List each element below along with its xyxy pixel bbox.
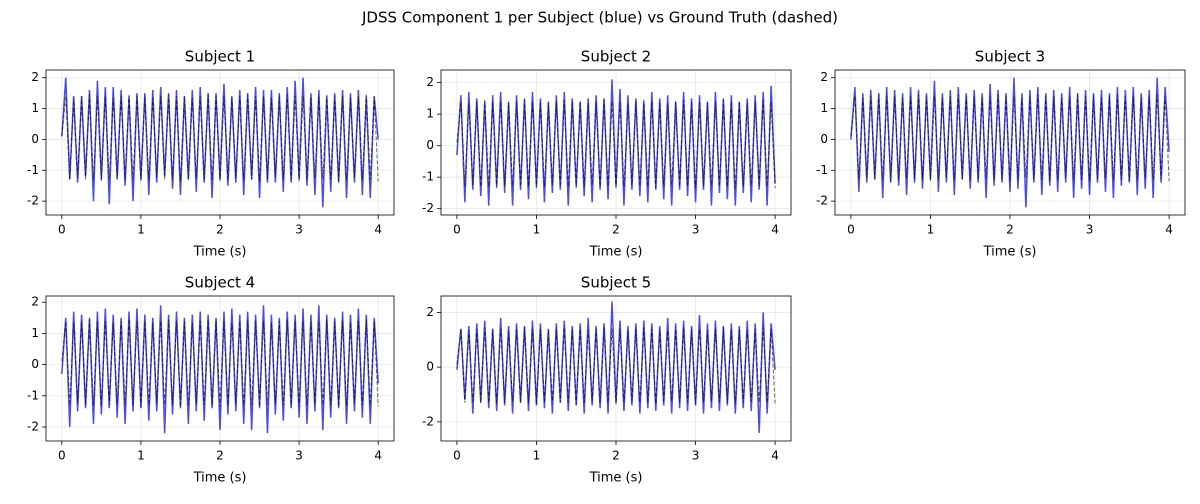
x-axis-label: Time (s) — [983, 245, 1037, 260]
figure-title: JDSS Component 1 per Subject (blue) vs G… — [361, 9, 838, 27]
x-tick-label: 2 — [216, 449, 224, 463]
subplot: 0 1 2 3 4 -2 -1 0 1 2 Subject 2 Time (s) — [422, 48, 792, 260]
y-tick-label: 0 — [426, 138, 434, 152]
y-tick-label: 2 — [426, 75, 434, 89]
axes-frame — [440, 69, 792, 216]
x-axis-label: Time (s) — [193, 245, 247, 260]
x-tick-label: 1 — [927, 223, 935, 237]
x-tick-label: 1 — [533, 449, 541, 463]
data-line — [850, 94, 1170, 182]
x-tick-label: 2 — [612, 223, 620, 237]
y-tick-label: 1 — [426, 107, 434, 121]
x-tick-label: 1 — [137, 449, 145, 463]
x-axis-label: Time (s) — [193, 471, 247, 486]
axes-frame — [45, 69, 395, 216]
axes-frame — [45, 295, 395, 442]
x-tick-label: 0 — [58, 449, 66, 463]
x-axis-label: Time (s) — [589, 471, 643, 486]
y-tick-label: 0 — [31, 132, 39, 146]
subplot-title: Subject 3 — [975, 48, 1045, 66]
y-tick-label: 0 — [31, 357, 39, 371]
y-tick-label: -1 — [27, 388, 39, 402]
x-tick-label: 0 — [58, 223, 66, 237]
y-tick-label: 2 — [31, 295, 39, 309]
subplot: 0 1 2 3 4 -2 -1 0 1 2 Subject 4 Time (s) — [27, 274, 395, 486]
y-tick-label: -1 — [422, 170, 434, 184]
x-tick-label: 0 — [453, 449, 461, 463]
y-tick-label: -1 — [27, 163, 39, 177]
subplot-title: Subject 5 — [581, 274, 651, 292]
y-tick-label: 0 — [820, 132, 828, 146]
x-tick-label: 0 — [453, 223, 461, 237]
y-tick-label: -2 — [422, 414, 434, 428]
x-tick-label: 4 — [771, 449, 779, 463]
y-tick-label: -2 — [816, 194, 828, 208]
subplot: 0 1 2 3 4 -2 -1 0 1 2 Subject 1 Time (s) — [27, 48, 395, 260]
x-tick-label: 3 — [692, 223, 700, 237]
axes-frame — [834, 69, 1186, 216]
x-tick-label: 2 — [216, 223, 224, 237]
x-tick-label: 3 — [692, 449, 700, 463]
data-line — [61, 94, 379, 182]
y-tick-label: 2 — [31, 70, 39, 84]
x-tick-label: 2 — [612, 449, 620, 463]
data-line — [456, 327, 776, 405]
y-tick-label: -1 — [816, 163, 828, 177]
data-line — [61, 319, 379, 407]
x-tick-label: 0 — [847, 223, 855, 237]
subplot: 0 1 2 3 4 -2 -1 0 1 2 Subject 3 Time (s) — [816, 48, 1186, 260]
y-tick-label: 1 — [820, 101, 828, 115]
x-tick-label: 4 — [1165, 223, 1173, 237]
x-tick-label: 4 — [374, 449, 382, 463]
y-tick-label: -2 — [27, 419, 39, 433]
x-tick-label: 4 — [771, 223, 779, 237]
x-tick-label: 4 — [374, 223, 382, 237]
y-tick-label: -2 — [27, 194, 39, 208]
y-tick-label: 1 — [31, 101, 39, 115]
x-tick-label: 1 — [533, 223, 541, 237]
axes-frame — [440, 295, 792, 442]
x-tick-label: 2 — [1006, 223, 1014, 237]
subplot-title: Subject 1 — [185, 48, 255, 66]
x-tick-label: 3 — [1086, 223, 1094, 237]
x-tick-label: 1 — [137, 223, 145, 237]
y-tick-label: 0 — [426, 360, 434, 374]
x-axis-label: Time (s) — [589, 245, 643, 260]
x-tick-label: 3 — [295, 449, 303, 463]
y-tick-label: 1 — [31, 326, 39, 340]
x-tick-label: 3 — [295, 223, 303, 237]
y-tick-label: -2 — [422, 201, 434, 215]
subplot-title: Subject 2 — [581, 48, 651, 66]
subplot-title: Subject 4 — [185, 274, 255, 292]
y-tick-label: 2 — [820, 70, 828, 84]
y-tick-label: 2 — [426, 305, 434, 319]
data-line — [456, 99, 776, 189]
subplot: 0 1 2 3 4 -2 0 2 Subject 5 Time (s) — [422, 274, 792, 486]
plot-area — [46, 70, 394, 215]
